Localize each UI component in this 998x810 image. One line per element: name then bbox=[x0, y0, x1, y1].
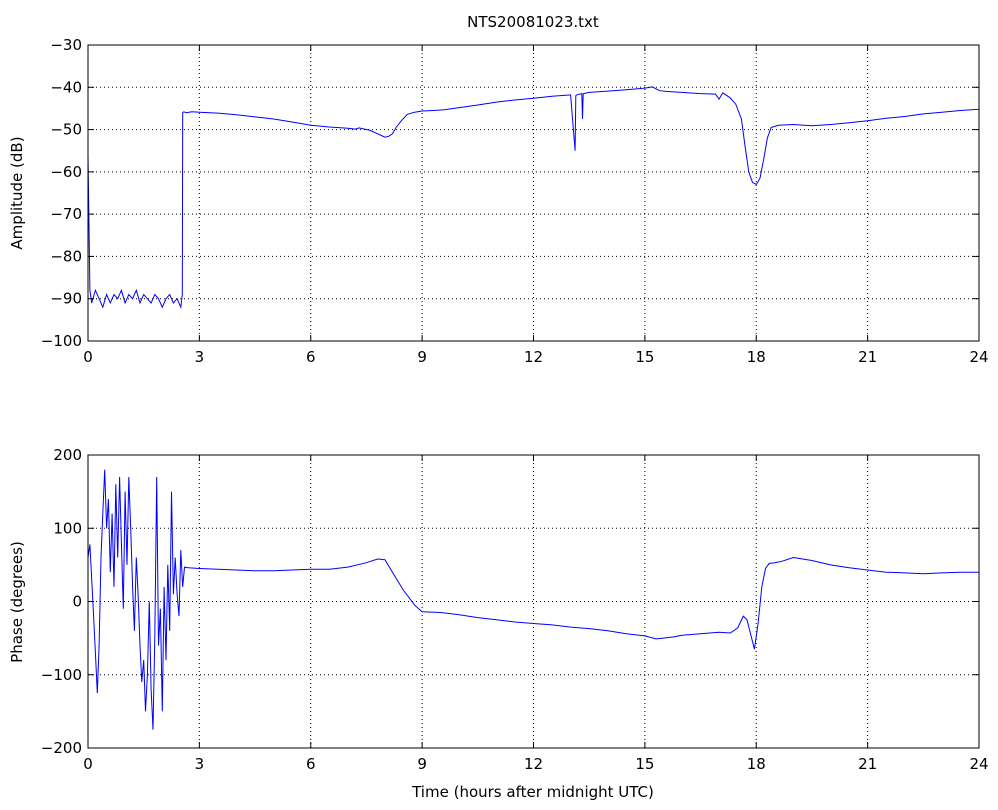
y-tick-label: 200 bbox=[53, 446, 82, 464]
y-tick-label: −80 bbox=[50, 247, 82, 265]
phase-x-axis-label: Time (hours after midnight UTC) bbox=[411, 783, 654, 801]
x-tick-label: 18 bbox=[747, 755, 766, 773]
amplitude-y-axis-label: Amplitude (dB) bbox=[8, 136, 26, 249]
x-tick-label: 21 bbox=[858, 755, 877, 773]
x-tick-label: 18 bbox=[747, 348, 766, 366]
y-tick-label: −30 bbox=[50, 36, 82, 54]
phase-panel: Phase (degrees) Time (hours after midnig… bbox=[8, 446, 989, 801]
figure-title: NTS20081023.txt bbox=[467, 13, 599, 31]
x-tick-label: 3 bbox=[195, 348, 205, 366]
x-tick-label: 0 bbox=[83, 755, 93, 773]
axes-box bbox=[87, 454, 980, 749]
y-tick-label: −50 bbox=[50, 121, 82, 139]
x-tick-label: 15 bbox=[635, 755, 654, 773]
y-tick-label: −100 bbox=[41, 332, 82, 350]
x-tick-label: 9 bbox=[417, 348, 427, 366]
y-tick-label: −60 bbox=[50, 163, 82, 181]
y-tick-label: 0 bbox=[72, 593, 82, 611]
x-tick-label: 0 bbox=[83, 348, 93, 366]
x-tick-label: 24 bbox=[969, 755, 988, 773]
x-tick-label: 24 bbox=[969, 348, 988, 366]
y-tick-label: −40 bbox=[50, 78, 82, 96]
x-tick-label: 21 bbox=[858, 348, 877, 366]
y-tick-label: −70 bbox=[50, 205, 82, 223]
x-tick-label: 9 bbox=[417, 755, 427, 773]
y-tick-label: −200 bbox=[41, 739, 82, 757]
series-line bbox=[88, 86, 979, 310]
x-tick-label: 12 bbox=[524, 348, 543, 366]
x-tick-label: 12 bbox=[524, 755, 543, 773]
x-tick-label: 3 bbox=[195, 755, 205, 773]
x-tick-label: 6 bbox=[306, 755, 316, 773]
amplitude-panel: Amplitude (dB) 0 3 6 9 12 15 18 21 24 −100 −90 −80 −… bbox=[8, 36, 989, 366]
y-tick-label: −90 bbox=[50, 290, 82, 308]
x-tick-label: 6 bbox=[306, 348, 316, 366]
y-tick-label: −100 bbox=[41, 666, 82, 684]
x-tick-label: 15 bbox=[635, 348, 654, 366]
series-line bbox=[88, 469, 979, 730]
y-tick-label: 100 bbox=[53, 519, 82, 537]
phase-y-axis-label: Phase (degrees) bbox=[8, 541, 26, 663]
